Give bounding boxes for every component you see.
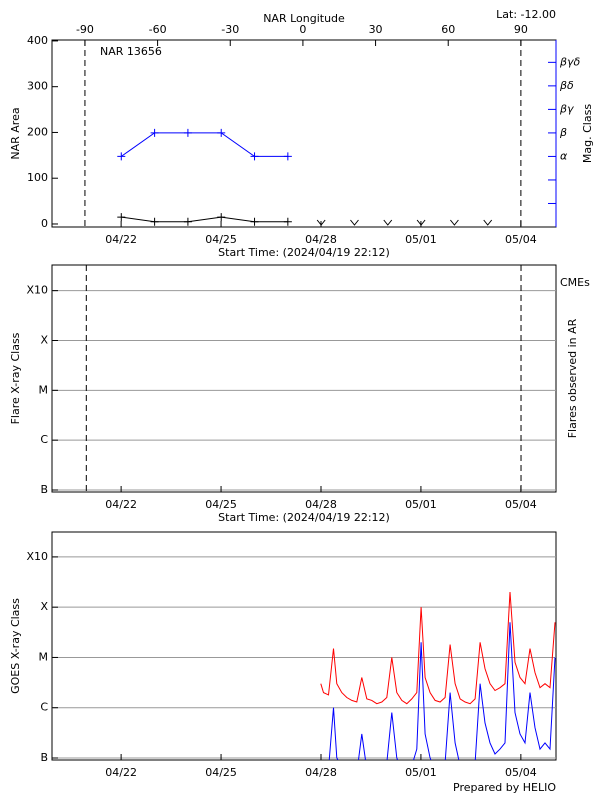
x-tick-label: 05/04 [505,233,537,246]
y-tick-label: B [40,483,48,496]
data-marker [150,128,159,137]
y-tick-label: X10 [26,550,48,563]
data-marker [117,152,126,161]
y-tick-label: 300 [27,80,48,93]
data-line [121,216,288,223]
y-tick-label: M [39,650,49,663]
x-tick-label: 05/01 [405,233,437,246]
x2-tick-label: 0 [299,23,306,36]
y2-axis-title: Mag. Class [581,104,594,163]
x-tick-label: 04/25 [205,498,237,511]
y-tick-label: X [40,600,48,613]
x-tick-label: 04/28 [305,233,337,246]
data-marker [183,217,192,226]
footer: Prepared by HELIO [453,781,556,794]
y-tick-label: 0 [41,217,48,230]
plot-frame [51,264,557,493]
y-tick-label: 200 [27,125,48,138]
y2-tick-label: α [560,149,568,162]
right-axis-title: Flares observed in AR [566,318,579,438]
data-marker [283,152,292,161]
latitude-label: Lat: -12.00 [496,8,556,21]
x2-tick-label: -90 [76,23,94,36]
x2-tick-label: 90 [514,23,528,36]
y-tick-label: X10 [26,284,48,297]
y-axis-title: GOES X-ray Class [9,598,22,694]
data-marker [217,213,226,222]
x-tick-label: 04/22 [105,498,137,511]
y-tick-label: 400 [27,34,48,47]
no-data-marker [416,219,426,226]
y-tick-label: C [40,433,48,446]
x-tick-label: 04/28 [305,498,337,511]
y2-tick-label: βγδ [559,55,581,68]
data-line [121,132,288,157]
x-tick-label: 04/25 [205,766,237,779]
x2-tick-label: 30 [369,23,383,36]
data-marker [283,217,292,226]
y2-tick-label: β [559,126,567,139]
data-line [320,591,556,705]
x2-axis-title: NAR Longitude [263,12,345,25]
data-line [328,622,556,760]
x-tick-label: 04/28 [305,766,337,779]
y2-tick-label: βδ [559,79,574,92]
y-axis-title: NAR Area [9,107,22,159]
no-data-marker [316,219,326,226]
x-tick-label: 05/04 [505,766,537,779]
y-tick-label: C [40,701,48,714]
x2-tick-label: 60 [441,23,455,36]
x-tick-label: 04/25 [205,233,237,246]
data-marker [250,217,259,226]
plot-frame [51,39,557,228]
x2-tick-label: -60 [149,23,167,36]
y-tick-label: M [39,383,49,396]
y-tick-label: B [40,751,48,764]
no-data-marker [450,219,459,226]
x-axis-title: Start Time: (2024/04/19 22:12) [218,511,390,524]
x-tick-label: 05/04 [505,498,537,511]
x2-tick-label: -30 [221,23,239,36]
cme-label: CMEs [560,276,590,289]
x-tick-label: 04/22 [105,233,137,246]
x-tick-label: 04/22 [105,766,137,779]
y-axis-title: Flare X-ray Class [9,332,22,424]
no-data-marker [483,219,493,226]
plot-frame [51,531,557,761]
no-data-marker [383,219,393,226]
data-marker [117,213,126,222]
y-tick-label: 100 [27,171,48,184]
no-data-marker [350,219,359,226]
x-tick-label: 05/01 [405,766,437,779]
data-marker [250,152,259,161]
data-marker [217,128,226,137]
y2-tick-label: βγ [559,102,574,115]
x-tick-label: 05/01 [405,498,437,511]
data-marker [150,217,159,226]
x-axis-title: Start Time: (2024/04/19 22:12) [218,246,390,259]
data-marker [183,128,192,137]
chart-title: NAR 13656 [100,45,162,58]
y-tick-label: X [40,333,48,346]
